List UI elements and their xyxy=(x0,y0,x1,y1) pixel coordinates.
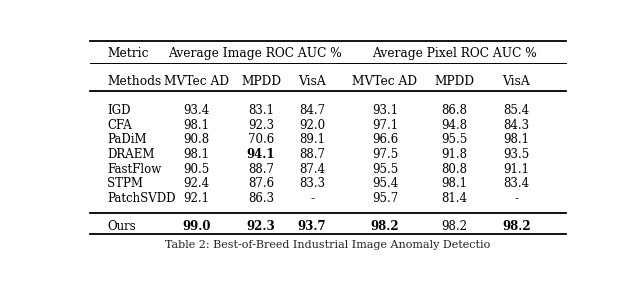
Text: 98.2: 98.2 xyxy=(371,220,399,233)
Text: 83.3: 83.3 xyxy=(299,177,325,190)
Text: Metric: Metric xyxy=(108,47,148,60)
Text: 95.4: 95.4 xyxy=(372,177,398,190)
Text: 86.8: 86.8 xyxy=(442,104,467,117)
Text: 81.4: 81.4 xyxy=(442,192,467,205)
Text: STPM: STPM xyxy=(108,177,143,190)
Text: 92.0: 92.0 xyxy=(299,119,325,132)
Text: MPDD: MPDD xyxy=(435,75,474,88)
Text: Methods: Methods xyxy=(108,75,161,88)
Text: 84.3: 84.3 xyxy=(504,119,529,132)
Text: 93.7: 93.7 xyxy=(298,220,326,233)
Text: 95.7: 95.7 xyxy=(372,192,398,205)
Text: 94.8: 94.8 xyxy=(442,119,468,132)
Text: DRAEM: DRAEM xyxy=(108,148,155,161)
Text: 93.4: 93.4 xyxy=(184,104,210,117)
Text: VisA: VisA xyxy=(502,75,531,88)
Text: Average Image ROC AUC %: Average Image ROC AUC % xyxy=(168,47,342,60)
Text: 98.1: 98.1 xyxy=(504,133,529,146)
Text: 92.4: 92.4 xyxy=(184,177,210,190)
Text: 97.5: 97.5 xyxy=(372,148,398,161)
Text: IGD: IGD xyxy=(108,104,131,117)
Text: 84.7: 84.7 xyxy=(299,104,325,117)
Text: 88.7: 88.7 xyxy=(248,162,274,175)
Text: 95.5: 95.5 xyxy=(442,133,468,146)
Text: 98.2: 98.2 xyxy=(502,220,531,233)
Text: 83.4: 83.4 xyxy=(504,177,529,190)
Text: 98.1: 98.1 xyxy=(442,177,467,190)
Text: VisA: VisA xyxy=(298,75,326,88)
Text: MVTec AD: MVTec AD xyxy=(353,75,418,88)
Text: 85.4: 85.4 xyxy=(504,104,529,117)
Text: Table 2: Best-of-Breed Industrial Image Anomaly Detectio: Table 2: Best-of-Breed Industrial Image … xyxy=(165,240,491,250)
Text: 91.8: 91.8 xyxy=(442,148,467,161)
Text: 94.1: 94.1 xyxy=(247,148,275,161)
Text: PaDiM: PaDiM xyxy=(108,133,147,146)
Text: Ours: Ours xyxy=(108,220,136,233)
Text: 93.1: 93.1 xyxy=(372,104,398,117)
Text: 86.3: 86.3 xyxy=(248,192,274,205)
Text: 88.7: 88.7 xyxy=(299,148,325,161)
Text: 95.5: 95.5 xyxy=(372,162,398,175)
Text: PatchSVDD: PatchSVDD xyxy=(108,192,176,205)
Text: 98.1: 98.1 xyxy=(184,148,209,161)
Text: 97.1: 97.1 xyxy=(372,119,398,132)
Text: 96.6: 96.6 xyxy=(372,133,398,146)
Text: 87.6: 87.6 xyxy=(248,177,274,190)
Text: MVTec AD: MVTec AD xyxy=(164,75,229,88)
Text: 92.3: 92.3 xyxy=(246,220,275,233)
Text: 98.1: 98.1 xyxy=(184,119,209,132)
Text: 83.1: 83.1 xyxy=(248,104,274,117)
Text: 90.5: 90.5 xyxy=(184,162,210,175)
Text: 92.3: 92.3 xyxy=(248,119,274,132)
Text: Average Pixel ROC AUC %: Average Pixel ROC AUC % xyxy=(372,47,537,60)
Text: -: - xyxy=(310,192,314,205)
Text: 90.8: 90.8 xyxy=(184,133,210,146)
Text: MPDD: MPDD xyxy=(241,75,281,88)
Text: 99.0: 99.0 xyxy=(182,220,211,233)
Text: -: - xyxy=(515,192,518,205)
Text: 70.6: 70.6 xyxy=(248,133,274,146)
Text: 91.1: 91.1 xyxy=(504,162,529,175)
Text: 93.5: 93.5 xyxy=(503,148,530,161)
Text: 87.4: 87.4 xyxy=(299,162,325,175)
Text: 92.1: 92.1 xyxy=(184,192,209,205)
Text: FastFlow: FastFlow xyxy=(108,162,161,175)
Text: 98.2: 98.2 xyxy=(442,220,467,233)
Text: CFA: CFA xyxy=(108,119,132,132)
Text: 80.8: 80.8 xyxy=(442,162,467,175)
Text: 89.1: 89.1 xyxy=(299,133,325,146)
